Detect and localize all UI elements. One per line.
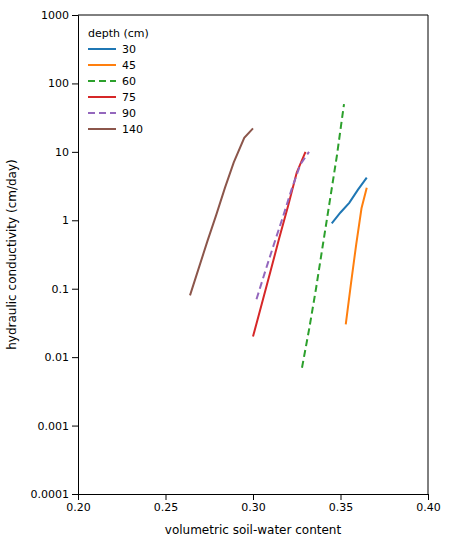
tick-mark — [72, 357, 78, 358]
tick-mark — [72, 152, 78, 153]
tick-label: 10 — [55, 146, 69, 159]
tick-label: 1000 — [41, 9, 69, 22]
tick-mark — [72, 220, 78, 221]
frame — [428, 15, 429, 494]
legend-swatch — [88, 96, 116, 98]
y-axis: 0.0001 0.001 0.01 0.1 1 10 100 1000 — [31, 9, 79, 501]
tick: 0.20 — [66, 494, 91, 514]
tick: 0.35 — [329, 494, 354, 514]
tick-mark — [341, 494, 342, 500]
legend-swatch — [88, 128, 116, 130]
legend-label: 45 — [122, 59, 136, 72]
tick: 10 — [55, 146, 78, 159]
tick: 0.01 — [45, 351, 79, 364]
tick-label: 0.40 — [416, 501, 441, 514]
tick: 0.30 — [241, 494, 266, 514]
plot: 0.20 0.25 0.30 0.35 0.40 0.0001 0.001 0.01 0.1 1 1… — [31, 9, 441, 514]
tick: 0.0001 — [31, 488, 79, 501]
tick-mark — [72, 494, 78, 495]
axis-line — [72, 16, 79, 495]
tick-mark — [166, 494, 167, 500]
legend-title: depth (cm) — [88, 27, 149, 40]
series-line — [190, 128, 253, 295]
legend-swatch — [88, 48, 116, 50]
tick-mark — [72, 289, 78, 290]
legend-swatch — [88, 112, 116, 114]
tick-label: 0.1 — [52, 283, 70, 296]
tick-label: 0.01 — [45, 351, 70, 364]
tick-mark — [72, 83, 78, 84]
series-line — [253, 152, 306, 337]
tick-label: 0.20 — [66, 501, 91, 514]
legend-label: 75 — [122, 91, 136, 104]
tick-mark — [72, 426, 78, 427]
legend: depth (cm) 30 45 60 75 90 140 — [88, 27, 149, 136]
lines — [190, 104, 367, 368]
legend-label: 90 — [122, 107, 136, 120]
series-line — [346, 188, 367, 325]
tick-label: 1 — [62, 214, 69, 227]
tick: 100 — [48, 77, 78, 90]
tick-label: 0.25 — [154, 501, 179, 514]
tick: 0.25 — [154, 494, 179, 514]
series-line — [302, 104, 344, 368]
legend-label: 60 — [122, 75, 136, 88]
axis-line — [79, 495, 429, 501]
tick: 0.1 — [52, 283, 79, 296]
tick: 1000 — [41, 9, 78, 22]
frame — [78, 15, 428, 16]
tick-mark — [428, 494, 429, 500]
tick-label: 0.30 — [241, 501, 266, 514]
tick-label: 0.35 — [329, 501, 354, 514]
x-axis: 0.20 0.25 0.30 0.35 0.40 — [66, 494, 441, 514]
tick-label: 0.001 — [38, 420, 70, 433]
chart: 0.20 0.25 0.30 0.35 0.40 0.0001 0.001 0.01 0.1 1 1… — [0, 0, 450, 544]
series-line — [332, 178, 367, 224]
legend-label: 30 — [122, 43, 136, 56]
tick: 0.001 — [38, 420, 79, 433]
x-axis-title: volumetric soil-water content — [165, 523, 342, 537]
series-line — [257, 152, 310, 299]
tick-label: 100 — [48, 77, 69, 90]
legend-label: 140 — [122, 123, 143, 136]
legend-swatch — [88, 64, 116, 66]
tick-label: 0.0001 — [31, 488, 70, 501]
y-axis-title: hydraulic conductivity (cm/day) — [5, 159, 19, 350]
legend-swatch — [88, 80, 116, 82]
tick: 0.40 — [416, 494, 441, 514]
tick-mark — [253, 494, 254, 500]
tick: 1 — [62, 214, 78, 227]
tick-mark — [72, 15, 78, 16]
